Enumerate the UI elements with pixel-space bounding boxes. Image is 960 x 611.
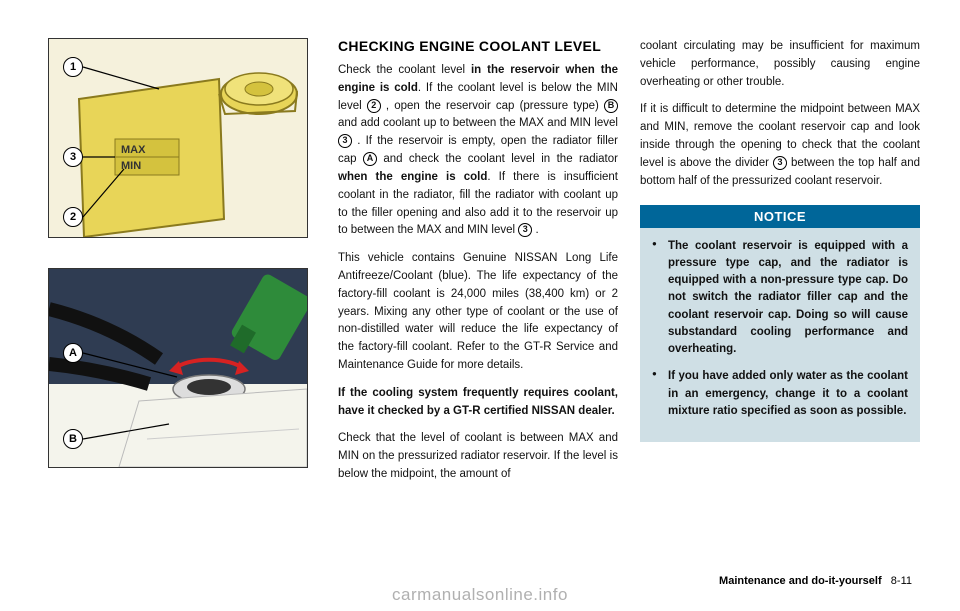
p1-f: and check the coolant level in the radia… <box>377 153 618 165</box>
callout-B: B <box>63 429 83 449</box>
notice-item-2: If you have added only water as the cool… <box>652 368 908 420</box>
inline-circle-3b: 3 <box>518 223 532 237</box>
p1-d: and add coolant up to between the MAX an… <box>338 117 618 129</box>
column-text-2: coolant circulating may be insufficient … <box>640 38 920 567</box>
inline-circle-3c: 3 <box>773 156 787 170</box>
paragraph-2: This vehicle contains Genuine NISSAN Lon… <box>338 250 618 375</box>
max-label: MAX <box>121 144 146 156</box>
inline-circle-3a: 3 <box>338 134 352 148</box>
page-footer: Maintenance and do-it-yourself 8-11 <box>48 567 912 587</box>
diagram-refill: A B <box>48 268 308 468</box>
watermark: carmanualsonline.info <box>0 585 960 605</box>
inline-circle-A: A <box>363 152 377 166</box>
manual-page: MAX MIN 1 3 2 <box>0 0 960 611</box>
three-column-layout: MAX MIN 1 3 2 <box>48 38 912 567</box>
inline-circle-B: B <box>604 99 618 113</box>
p1-c: , open the reservoir cap (pressure type) <box>381 100 604 112</box>
callout-1: 1 <box>63 57 83 77</box>
paragraph-midpoint: If it is difficult to determine the midp… <box>640 101 920 190</box>
p1-h: . <box>532 224 538 236</box>
column-text-1: CHECKING ENGINE COOLANT LEVEL Check the … <box>338 38 618 567</box>
paragraph-1: Check the coolant level in the reservoir… <box>338 62 618 240</box>
paragraph-4: Check that the level of coolant is betwe… <box>338 430 618 483</box>
callout-A: A <box>63 343 83 363</box>
notice-box: NOTICE The coolant reservoir is equipped… <box>640 205 920 443</box>
p1-a: Check the coolant level <box>338 64 471 76</box>
paragraph-cont: coolant circulating may be insufficient … <box>640 38 920 91</box>
column-diagrams: MAX MIN 1 3 2 <box>48 38 316 567</box>
notice-item-1: The coolant reservoir is equipped with a… <box>652 238 908 359</box>
refill-svg <box>49 269 307 467</box>
diagram-reservoir: MAX MIN 1 3 2 <box>48 38 308 238</box>
notice-header: NOTICE <box>640 205 920 228</box>
callout-2: 2 <box>63 207 83 227</box>
notice-body: The coolant reservoir is equipped with a… <box>640 228 920 443</box>
section-heading: CHECKING ENGINE COOLANT LEVEL <box>338 38 618 54</box>
min-label: MIN <box>121 160 141 172</box>
paragraph-3: If the cooling system frequently require… <box>338 385 618 421</box>
inline-circle-2: 2 <box>367 99 381 113</box>
callout-3: 3 <box>63 147 83 167</box>
reservoir-svg: MAX MIN <box>49 39 307 237</box>
p1-bold2: when the engine is cold <box>338 171 487 183</box>
